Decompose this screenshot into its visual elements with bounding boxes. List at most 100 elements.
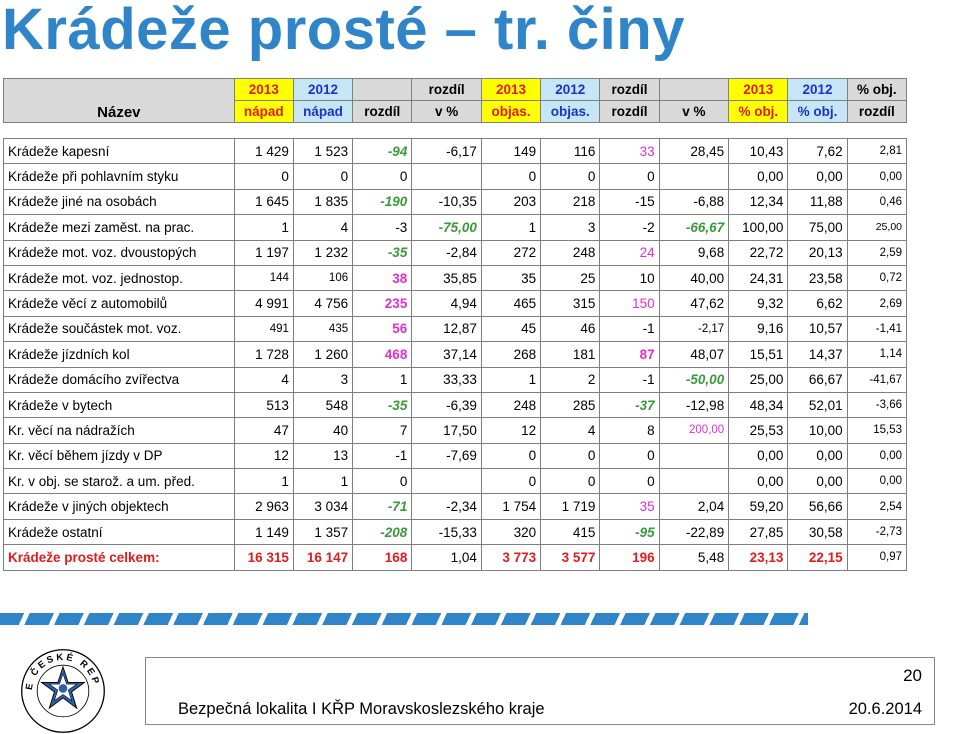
row-value: -6,39 xyxy=(411,391,482,419)
row-value: 0,00 xyxy=(846,163,908,190)
row-name: Krádeže mot. voz. jednostop. xyxy=(3,264,235,292)
row-value: 12,34 xyxy=(728,188,789,216)
row-name: Krádeže mezi zaměst. na prac. xyxy=(3,214,235,241)
row-value: 48,07 xyxy=(658,341,730,368)
row-value: 0,97 xyxy=(846,544,908,571)
header-top-3: rozdíl xyxy=(411,78,482,101)
header-bottom-10: rozdíl xyxy=(846,100,908,123)
row-value: 415 xyxy=(540,518,601,546)
row-value: 3 034 xyxy=(292,493,354,520)
row-value: 22,15 xyxy=(787,544,848,571)
row-value: 468 xyxy=(352,341,413,368)
row-value: 4 756 xyxy=(292,290,354,317)
row-value: 0,46 xyxy=(846,188,908,216)
table-total-row: Krádeže prosté celkem: 16 315 16 147 168 1,0… xyxy=(3,544,908,571)
row-value: -37 xyxy=(599,391,660,419)
row-value xyxy=(658,442,730,470)
row-value: 4 xyxy=(233,366,294,393)
header-bottom-9: % obj. xyxy=(787,100,848,123)
row-value: 0 xyxy=(480,442,542,470)
row-value: 24 xyxy=(599,239,660,266)
row-value: 35 xyxy=(480,264,542,292)
row-value: 491 xyxy=(233,315,294,343)
row-value: 0,00 xyxy=(846,442,908,470)
row-value: 16 315 xyxy=(233,544,294,571)
row-name: Krádeže jiné na osobách xyxy=(3,188,235,216)
row-value: 14,37 xyxy=(787,341,848,368)
police-star-logo: POLICIE ČESKÉ REPUBLIKY xyxy=(20,648,105,733)
row-value: -7,69 xyxy=(411,442,482,470)
row-value: 6,62 xyxy=(787,290,848,317)
row-value: 16 147 xyxy=(292,544,354,571)
page-title: Krádeže prosté – tr. činy xyxy=(2,0,685,62)
row-value: 25 xyxy=(540,264,601,292)
header-bottom-2: rozdíl xyxy=(352,100,413,123)
row-value: 0 xyxy=(480,468,542,495)
table-row: Krádeže jiné na osobách 1 645 1 835 -190 -10… xyxy=(3,188,908,216)
header-bottom-6: rozdíl xyxy=(599,100,660,123)
row-value: 33 xyxy=(599,137,660,165)
row-value: 1 357 xyxy=(292,518,354,546)
row-value: 45 xyxy=(480,315,542,343)
row-value: -41,67 xyxy=(846,366,908,393)
row-value: 48,34 xyxy=(728,391,789,419)
row-value: 47,62 xyxy=(658,290,730,317)
row-value: 13 xyxy=(292,442,354,470)
row-value: 8 xyxy=(599,417,660,444)
row-value: 17,50 xyxy=(411,417,482,444)
table-row: Krádeže v jiných objektech 2 963 3 034 -71-… xyxy=(3,493,908,520)
row-name: Krádeže při pohlavním styku xyxy=(3,163,235,190)
row-value: 144 xyxy=(233,264,294,292)
header-top-4: 2013 xyxy=(480,78,542,101)
row-name: Krádeže kapesní xyxy=(3,137,235,165)
table-row: Krádeže ostatní 1 149 1 357 -208 -15,33 320 41… xyxy=(3,518,908,546)
row-value: 315 xyxy=(540,290,601,317)
row-value: -2,73 xyxy=(846,518,908,546)
row-value: 465 xyxy=(480,290,542,317)
header-top-0: 2013 xyxy=(233,78,294,101)
row-value: 2,59 xyxy=(846,239,908,266)
row-value: 1 728 xyxy=(233,341,294,368)
page-number: 20 xyxy=(903,666,922,685)
row-value: 0 xyxy=(352,468,413,495)
row-value: 0,00 xyxy=(787,442,848,470)
row-name: Krádeže mot. voz. dvoustopých xyxy=(3,239,235,266)
row-value: 2,69 xyxy=(846,290,908,317)
row-name: Krádeže ostatní xyxy=(3,518,235,546)
header-name: Název xyxy=(3,100,235,123)
row-name: Krádeže součástek mot. voz. xyxy=(3,315,235,343)
row-value: 513 xyxy=(233,391,294,419)
row-value: 3 xyxy=(540,214,601,241)
row-value: 9,32 xyxy=(728,290,789,317)
row-value: -2 xyxy=(599,214,660,241)
row-value: -208 xyxy=(352,518,413,546)
row-value: 0 xyxy=(480,163,542,190)
row-value: 320 xyxy=(480,518,542,546)
row-value: 7,62 xyxy=(787,137,848,165)
row-value: -94 xyxy=(352,137,413,165)
row-value: -35 xyxy=(352,239,413,266)
header-bottom-7: v % xyxy=(658,100,730,123)
header-top-7 xyxy=(658,78,730,101)
row-value: 1 149 xyxy=(233,518,294,546)
header-top-10: % obj. xyxy=(846,78,908,101)
header-top-5: 2012 xyxy=(540,78,601,101)
row-value: 200,00 xyxy=(658,417,730,444)
row-value: -75,00 xyxy=(411,214,482,241)
header-bottom-5: objas. xyxy=(540,100,601,123)
row-value: 1 xyxy=(352,366,413,393)
table-row: Kr. věcí na nádražích 47 40 7 17,50 12 4 8 200,0… xyxy=(3,417,908,444)
row-value: 106 xyxy=(292,264,354,292)
row-value: 25,00 xyxy=(728,366,789,393)
row-value: 0 xyxy=(540,468,601,495)
row-value: 25,00 xyxy=(846,214,908,241)
header-top-9: 2012 xyxy=(787,78,848,101)
row-value: 52,01 xyxy=(787,391,848,419)
row-name: Krádeže jízdních kol xyxy=(3,341,235,368)
header-bottom-4: objas. xyxy=(480,100,542,123)
row-value: 3 xyxy=(292,366,354,393)
row-value xyxy=(411,468,482,495)
row-value: -3 xyxy=(352,214,413,241)
row-value: 149 xyxy=(480,137,542,165)
row-value: -66,67 xyxy=(658,214,730,241)
